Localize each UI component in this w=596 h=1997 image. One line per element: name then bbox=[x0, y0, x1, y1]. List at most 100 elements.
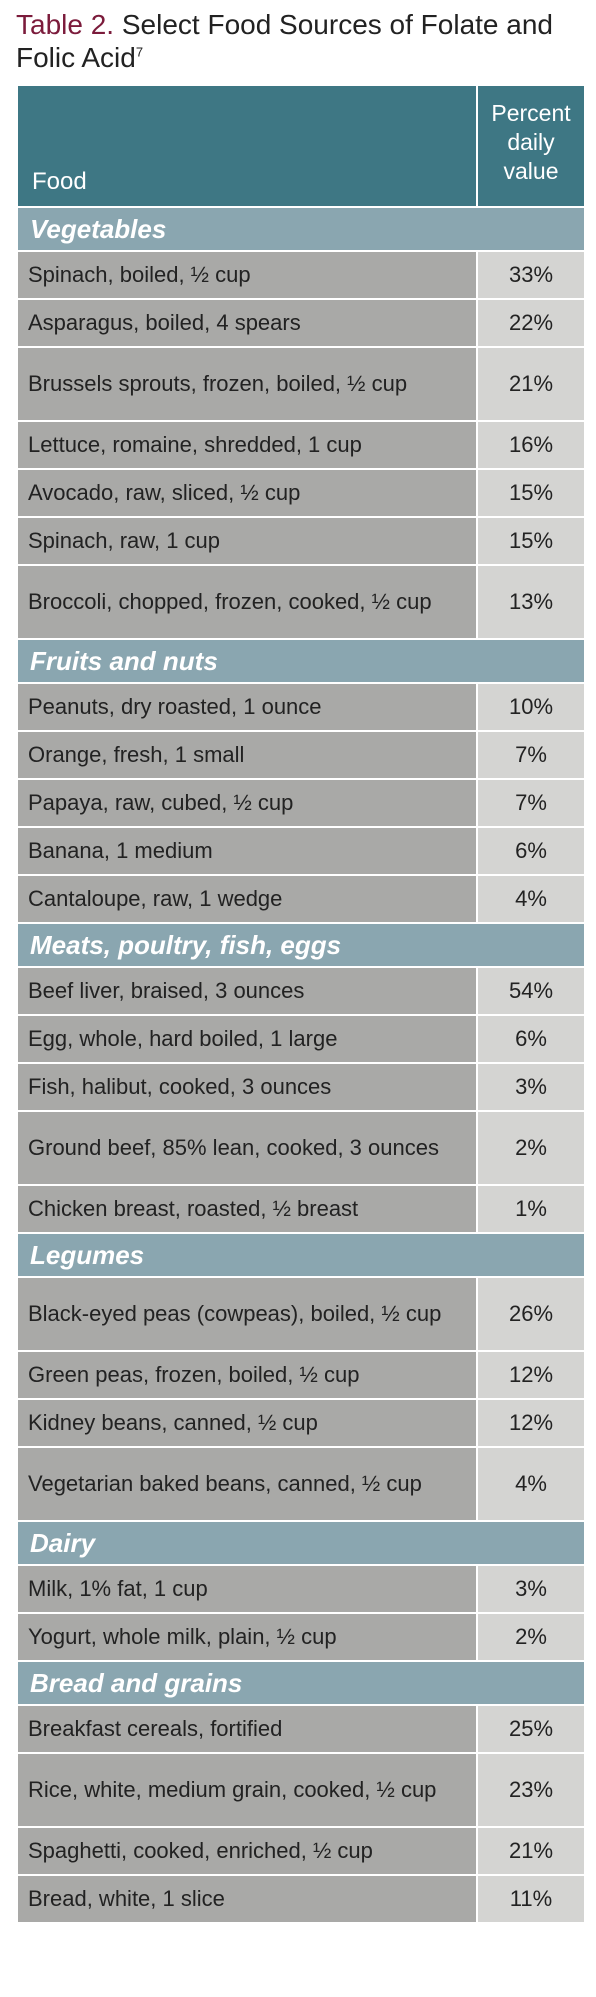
table-row: Vegetarian baked beans, canned, ½ cup 4% bbox=[16, 1446, 586, 1522]
footnote-ref: 7 bbox=[135, 44, 144, 60]
food-cell: Papaya, raw, cubed, ½ cup bbox=[16, 778, 478, 828]
percent-cell: 4% bbox=[476, 1446, 586, 1522]
category-label: Dairy bbox=[16, 1520, 586, 1566]
table-row: Peanuts, dry roasted, 1 ounce 10% bbox=[16, 682, 586, 732]
table-row: Spinach, boiled, ½ cup 33% bbox=[16, 250, 586, 300]
percent-cell: 15% bbox=[476, 468, 586, 518]
percent-cell: 13% bbox=[476, 564, 586, 640]
percent-cell: 22% bbox=[476, 298, 586, 348]
category-row: Fruits and nuts bbox=[16, 638, 586, 684]
table-row: Rice, white, medium grain, cooked, ½ cup… bbox=[16, 1752, 586, 1828]
percent-cell: 15% bbox=[476, 516, 586, 566]
food-cell: Cantaloupe, raw, 1 wedge bbox=[16, 874, 478, 924]
food-cell: Vegetarian baked beans, canned, ½ cup bbox=[16, 1446, 478, 1522]
table-row: Avocado, raw, sliced, ½ cup 15% bbox=[16, 468, 586, 518]
food-cell: Green peas, frozen, boiled, ½ cup bbox=[16, 1350, 478, 1400]
percent-cell: 7% bbox=[476, 730, 586, 780]
food-cell: Brussels sprouts, frozen, boiled, ½ cup bbox=[16, 346, 478, 422]
table-number: Table 2. bbox=[16, 9, 115, 40]
food-cell: Yogurt, whole milk, plain, ½ cup bbox=[16, 1612, 478, 1662]
table-row: Bread, white, 1 slice 11% bbox=[16, 1874, 586, 1924]
percent-cell: 2% bbox=[476, 1612, 586, 1662]
percent-cell: 16% bbox=[476, 420, 586, 470]
table-row: Cantaloupe, raw, 1 wedge 4% bbox=[16, 874, 586, 924]
food-cell: Kidney beans, canned, ½ cup bbox=[16, 1398, 478, 1448]
table-row: Green peas, frozen, boiled, ½ cup 12% bbox=[16, 1350, 586, 1400]
food-cell: Black-eyed peas (cowpeas), boiled, ½ cup bbox=[16, 1276, 478, 1352]
percent-cell: 54% bbox=[476, 966, 586, 1016]
table-row: Ground beef, 85% lean, cooked, 3 ounces 2… bbox=[16, 1110, 586, 1186]
table-row: Yogurt, whole milk, plain, ½ cup 2% bbox=[16, 1612, 586, 1662]
table-header-row: Food Percent daily value bbox=[16, 84, 586, 208]
food-cell: Avocado, raw, sliced, ½ cup bbox=[16, 468, 478, 518]
percent-cell: 3% bbox=[476, 1062, 586, 1112]
category-label: Legumes bbox=[16, 1232, 586, 1278]
percent-cell: 7% bbox=[476, 778, 586, 828]
table-row: Lettuce, romaine, shredded, 1 cup 16% bbox=[16, 420, 586, 470]
percent-cell: 23% bbox=[476, 1752, 586, 1828]
table-row: Milk, 1% fat, 1 cup 3% bbox=[16, 1564, 586, 1614]
percent-cell: 1% bbox=[476, 1184, 586, 1234]
percent-cell: 6% bbox=[476, 1014, 586, 1064]
percent-cell: 33% bbox=[476, 250, 586, 300]
table-row: Egg, whole, hard boiled, 1 large 6% bbox=[16, 1014, 586, 1064]
table-row: Papaya, raw, cubed, ½ cup 7% bbox=[16, 778, 586, 828]
table-row: Chicken breast, roasted, ½ breast 1% bbox=[16, 1184, 586, 1234]
food-cell: Ground beef, 85% lean, cooked, 3 ounces bbox=[16, 1110, 478, 1186]
percent-column-header: Percent daily value bbox=[476, 84, 586, 208]
percent-cell: 12% bbox=[476, 1350, 586, 1400]
category-label: Bread and grains bbox=[16, 1660, 586, 1706]
table-row: Banana, 1 medium 6% bbox=[16, 826, 586, 876]
percent-cell: 2% bbox=[476, 1110, 586, 1186]
table-row: Spaghetti, cooked, enriched, ½ cup 21% bbox=[16, 1826, 586, 1876]
percent-cell: 21% bbox=[476, 346, 586, 422]
table-title: Table 2. Select Food Sources of Folate a… bbox=[16, 8, 586, 74]
food-cell: Spaghetti, cooked, enriched, ½ cup bbox=[16, 1826, 478, 1876]
table-row: Asparagus, boiled, 4 spears 22% bbox=[16, 298, 586, 348]
food-cell: Fish, halibut, cooked, 3 ounces bbox=[16, 1062, 478, 1112]
food-cell: Spinach, raw, 1 cup bbox=[16, 516, 478, 566]
food-cell: Milk, 1% fat, 1 cup bbox=[16, 1564, 478, 1614]
food-cell: Chicken breast, roasted, ½ breast bbox=[16, 1184, 478, 1234]
food-cell: Spinach, boiled, ½ cup bbox=[16, 250, 478, 300]
category-label: Meats, poultry, fish, eggs bbox=[16, 922, 586, 968]
category-row: Vegetables bbox=[16, 206, 586, 252]
percent-header-line: value bbox=[503, 157, 559, 184]
percent-cell: 25% bbox=[476, 1704, 586, 1754]
table-row: Orange, fresh, 1 small 7% bbox=[16, 730, 586, 780]
category-row: Bread and grains bbox=[16, 1660, 586, 1706]
table-row: Broccoli, chopped, frozen, cooked, ½ cup… bbox=[16, 564, 586, 640]
food-cell: Bread, white, 1 slice bbox=[16, 1874, 478, 1924]
percent-cell: 21% bbox=[476, 1826, 586, 1876]
percent-cell: 26% bbox=[476, 1276, 586, 1352]
category-label: Vegetables bbox=[16, 206, 586, 252]
category-row: Dairy bbox=[16, 1520, 586, 1566]
food-cell: Broccoli, chopped, frozen, cooked, ½ cup bbox=[16, 564, 478, 640]
table-row: Black-eyed peas (cowpeas), boiled, ½ cup… bbox=[16, 1276, 586, 1352]
table-row: Beef liver, braised, 3 ounces 54% bbox=[16, 966, 586, 1016]
food-cell: Lettuce, romaine, shredded, 1 cup bbox=[16, 420, 478, 470]
folate-sources-table: Food Percent daily value Vegetables Spin… bbox=[16, 84, 586, 1924]
category-row: Legumes bbox=[16, 1232, 586, 1278]
percent-cell: 6% bbox=[476, 826, 586, 876]
food-cell: Breakfast cereals, fortified bbox=[16, 1704, 478, 1754]
category-row: Meats, poultry, fish, eggs bbox=[16, 922, 586, 968]
percent-cell: 3% bbox=[476, 1564, 586, 1614]
food-cell: Banana, 1 medium bbox=[16, 826, 478, 876]
food-cell: Peanuts, dry roasted, 1 ounce bbox=[16, 682, 478, 732]
percent-cell: 12% bbox=[476, 1398, 586, 1448]
table-row: Brussels sprouts, frozen, boiled, ½ cup 2… bbox=[16, 346, 586, 422]
table-row: Breakfast cereals, fortified 25% bbox=[16, 1704, 586, 1754]
food-cell: Asparagus, boiled, 4 spears bbox=[16, 298, 478, 348]
percent-header-line: daily bbox=[507, 128, 555, 155]
food-cell: Beef liver, braised, 3 ounces bbox=[16, 966, 478, 1016]
percent-cell: 10% bbox=[476, 682, 586, 732]
food-cell: Egg, whole, hard boiled, 1 large bbox=[16, 1014, 478, 1064]
category-label: Fruits and nuts bbox=[16, 638, 586, 684]
table-row: Kidney beans, canned, ½ cup 12% bbox=[16, 1398, 586, 1448]
table-title-text: Select Food Sources of Folate and Folic … bbox=[16, 9, 554, 73]
food-column-header: Food bbox=[16, 84, 478, 208]
table-row: Spinach, raw, 1 cup 15% bbox=[16, 516, 586, 566]
percent-cell: 11% bbox=[476, 1874, 586, 1924]
food-cell: Rice, white, medium grain, cooked, ½ cup bbox=[16, 1752, 478, 1828]
